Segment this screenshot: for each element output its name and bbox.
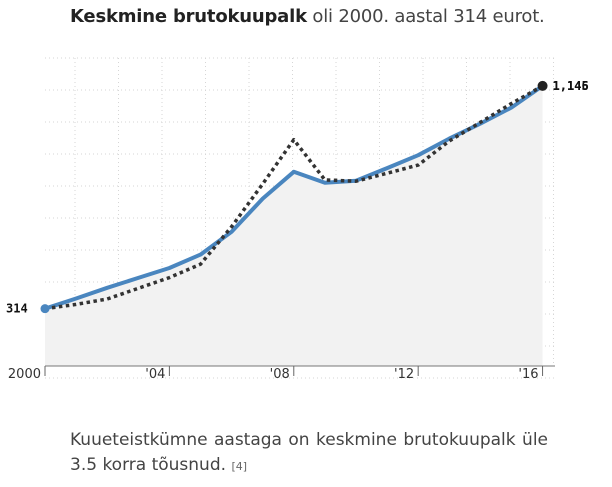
caption: Kuueteistkümne aastaga on keskmine bruto… [70, 428, 548, 479]
end-value-label-solid: 1,145 [553, 79, 589, 93]
series-solid-line [43, 83, 545, 311]
series-dotted-line [44, 84, 544, 311]
x-tick-label: '16 [518, 367, 538, 382]
x-tick-label: 2000 [8, 367, 41, 382]
caption-text: Kuueteistkümne aastaga on keskmine bruto… [70, 430, 548, 475]
caption-reference: [4] [231, 460, 248, 473]
start-value-label: 314 [6, 302, 28, 316]
data-labels: 314 1,145 1,146 [6, 79, 589, 316]
chart-title-bold: Keskmine brutokuupalk [70, 6, 307, 27]
start-point [40, 304, 50, 314]
chart-title-rest: oli 2000. aastal 314 eurot. [306, 6, 545, 27]
x-tick-label: '04 [145, 367, 165, 382]
chart-title: Keskmine brutokuupalk oli 2000. aastal 3… [70, 6, 610, 27]
x-tick-label: '12 [394, 367, 414, 382]
chart: 2000 '04 '08 '12 '16 314 1,145 1,146 [6, 57, 589, 382]
x-axis: 2000 '04 '08 '12 '16 [8, 365, 555, 382]
series-points [40, 80, 548, 314]
end-value-label-dotted: 1,146 [553, 79, 589, 93]
end-point [537, 80, 548, 91]
x-tick-label: '08 [270, 367, 290, 382]
